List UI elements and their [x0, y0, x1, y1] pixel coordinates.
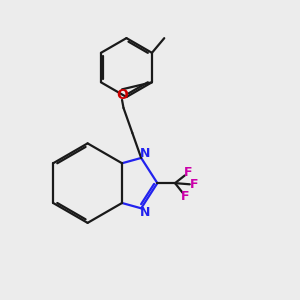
Text: F: F — [181, 190, 190, 203]
Text: O: O — [116, 88, 128, 102]
Text: F: F — [190, 178, 198, 191]
Text: N: N — [140, 147, 150, 160]
Text: N: N — [140, 206, 150, 219]
Text: F: F — [184, 166, 193, 179]
